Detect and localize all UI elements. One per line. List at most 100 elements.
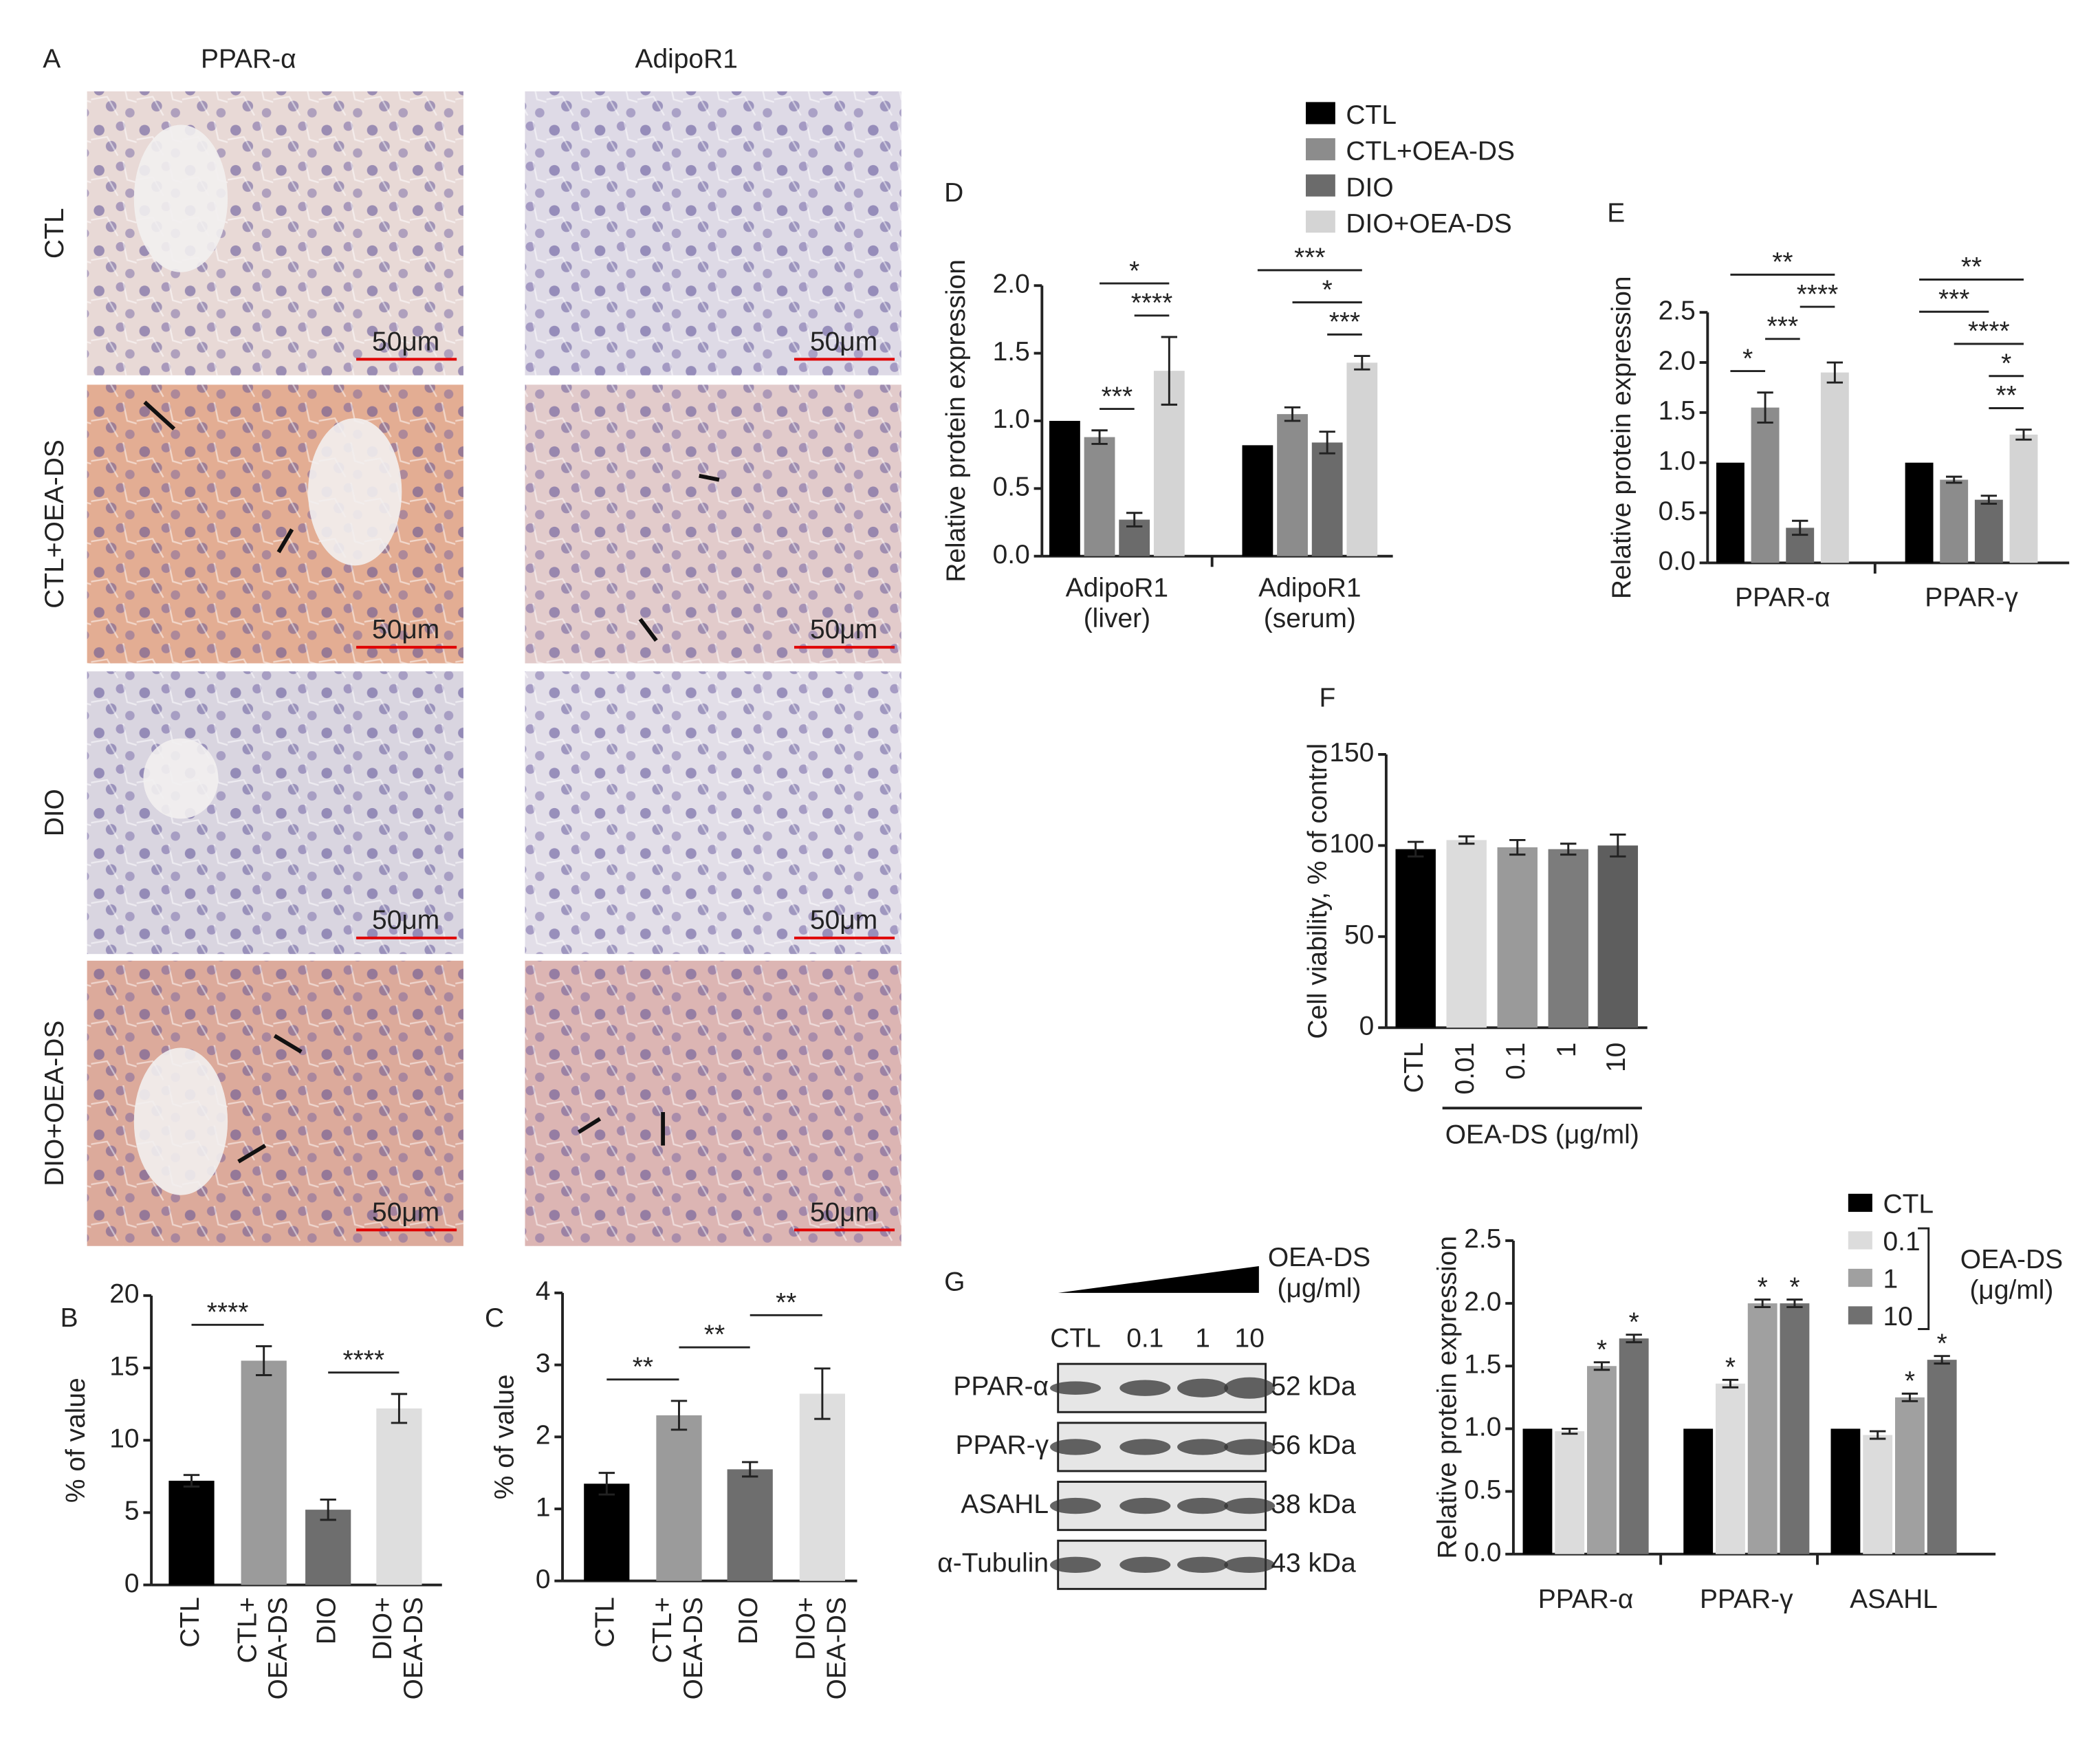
- arrow: [237, 1144, 267, 1164]
- significance-label: **: [1772, 248, 1793, 277]
- band: [1050, 1381, 1102, 1395]
- size-label: 52 kDa: [1271, 1371, 1356, 1401]
- protein-label: PPAR-α: [953, 1371, 1049, 1401]
- band: [1177, 1556, 1229, 1573]
- x-tick-label: 0.1: [1501, 1043, 1531, 1080]
- row-label: CTL+OEA-DS: [40, 439, 69, 609]
- micrograph-texture: [525, 91, 901, 376]
- significance-label: **: [1996, 381, 2017, 411]
- band: [1177, 1439, 1229, 1455]
- x-tick-label: DIO: [734, 1597, 763, 1644]
- y-tick-label: 1: [536, 1492, 551, 1522]
- y-tick-label: 0.5: [1464, 1475, 1501, 1505]
- error-bar: [391, 1393, 408, 1424]
- error-bar: [1934, 1355, 1950, 1365]
- x-tick-label: CTL: [1399, 1043, 1429, 1094]
- bar: [1716, 1383, 1745, 1554]
- y-tick-label: 0.5: [993, 472, 1030, 502]
- x-tick-label: PPAR-α: [1735, 583, 1830, 612]
- y-tick-label: 0: [124, 1569, 140, 1598]
- panel-label: G: [944, 1268, 965, 1297]
- protein-label: ASAHL: [961, 1490, 1049, 1519]
- row-label: DIO: [40, 789, 69, 836]
- protein-label: α-Tubulin: [937, 1549, 1049, 1578]
- significance-label: **: [704, 1320, 725, 1350]
- bar: [376, 1408, 422, 1585]
- x-axis-label: OEA-DS (μg/ml): [1445, 1120, 1639, 1149]
- error-bar: [1091, 429, 1108, 445]
- arrow: [577, 1117, 602, 1134]
- significance-label: ****: [207, 1298, 249, 1327]
- significance-label: *: [1742, 344, 1753, 373]
- error-bar: [1610, 834, 1626, 858]
- x-tick-label: CTL: [591, 1597, 620, 1648]
- band: [1119, 1556, 1171, 1573]
- error-bar: [1754, 1298, 1771, 1309]
- band: [1224, 1497, 1276, 1514]
- significance-label: ****: [1797, 280, 1839, 309]
- bar: [1683, 1428, 1714, 1554]
- size-label: 56 kDa: [1271, 1431, 1356, 1460]
- y-tick-label: 0.0: [1659, 547, 1696, 576]
- bar: [1940, 479, 1969, 563]
- significance-label: **: [776, 1288, 796, 1318]
- x-tick-label: PPAR-α: [1538, 1585, 1634, 1614]
- bar: [1747, 1303, 1778, 1554]
- bar: [1346, 362, 1378, 556]
- bar: [656, 1415, 702, 1581]
- y-tick-label: 2: [536, 1421, 551, 1450]
- y-tick-label: 20: [109, 1279, 139, 1309]
- y-axis-label: % of value: [490, 1374, 520, 1499]
- error-bar: [1509, 838, 1526, 856]
- error-bar: [814, 1367, 831, 1420]
- significance-star: *: [1597, 1335, 1607, 1364]
- legend-swatch: [1848, 1231, 1872, 1250]
- y-tick-label: 0.0: [993, 540, 1030, 569]
- significance-label: ****: [1131, 289, 1173, 318]
- error-bar: [1560, 842, 1577, 856]
- bar: [1927, 1360, 1957, 1554]
- band: [1177, 1497, 1229, 1514]
- bar: [1242, 445, 1273, 556]
- y-tick-label: 0.0: [1464, 1538, 1501, 1567]
- bar: [1555, 1431, 1585, 1554]
- arrow: [638, 618, 658, 642]
- error-bar: [1626, 1334, 1642, 1344]
- bar: [1716, 462, 1744, 563]
- y-tick-label: 2.0: [1659, 346, 1696, 376]
- y-axis-label: % of value: [61, 1378, 91, 1503]
- lane-label: CTL: [1050, 1323, 1101, 1353]
- y-axis-label: Relative protein expression: [1607, 276, 1637, 599]
- significance-label: ***: [1294, 243, 1325, 273]
- significance-label: **: [633, 1352, 653, 1382]
- micrograph-texture: [525, 384, 901, 664]
- error-bar: [1792, 519, 1808, 536]
- significance-label: *: [1322, 275, 1333, 305]
- lane-label: 1: [1195, 1323, 1210, 1353]
- error-bar: [2015, 428, 2032, 441]
- row-label: CTL: [40, 208, 69, 259]
- y-tick-label: 2.0: [993, 270, 1030, 299]
- error-bar: [1284, 406, 1301, 422]
- x-tick-label: CTL: [175, 1597, 205, 1648]
- y-tick-label: 1.0: [1659, 446, 1696, 476]
- bar: [584, 1483, 630, 1581]
- x-tick-label: PPAR-γ: [1700, 1585, 1793, 1614]
- legend-label: CTL: [1883, 1190, 1934, 1219]
- legend-title: OEA-DS (μg/ml): [1960, 1245, 2063, 1305]
- legend-swatch: [1306, 102, 1335, 124]
- bar: [305, 1510, 351, 1585]
- scale-bar-label: 50μm: [810, 615, 877, 644]
- panel-label: C: [485, 1303, 504, 1333]
- legend-label: 0.1: [1883, 1227, 1920, 1257]
- significance-label: ***: [1938, 285, 1969, 314]
- panel-label: E: [1607, 198, 1625, 228]
- error-bar: [1458, 835, 1475, 845]
- error-bar: [670, 1400, 688, 1431]
- row-label: DIO+OEA-DS: [40, 1021, 69, 1186]
- bar: [1830, 1428, 1861, 1554]
- significance-star: *: [1789, 1272, 1800, 1302]
- error-bar: [1408, 840, 1424, 858]
- significance-star: *: [1905, 1367, 1915, 1396]
